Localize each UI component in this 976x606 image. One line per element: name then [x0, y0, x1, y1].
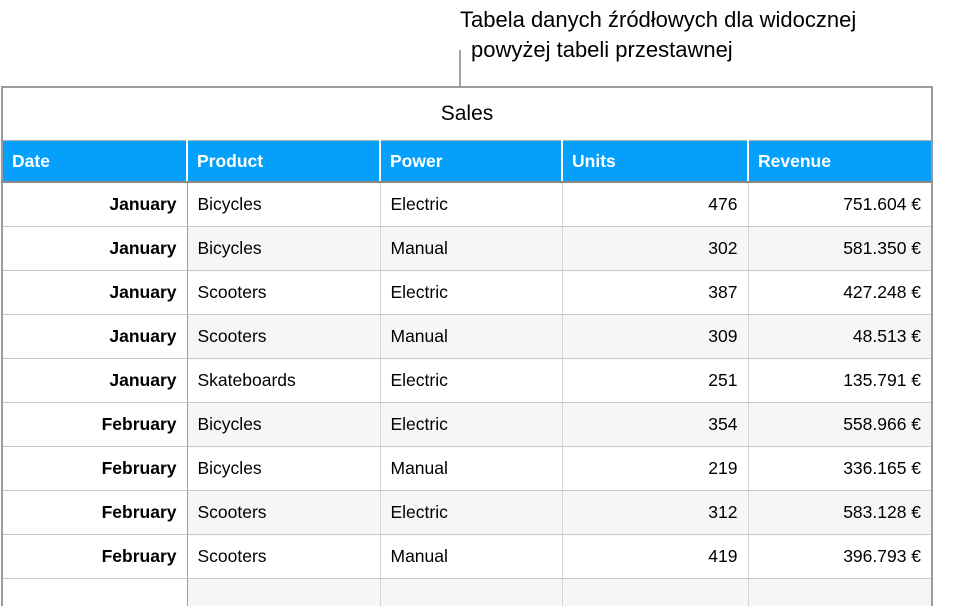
- date-cell[interactable]: January: [2, 314, 188, 359]
- table-title-row: Sales: [2, 87, 933, 141]
- table-row: January Scooters Electric 387 427.248 €: [2, 270, 933, 315]
- source-data-table: Sales Date Product Power Units Revenue J…: [1, 86, 934, 606]
- date-cell[interactable]: January: [2, 358, 188, 403]
- product-cell[interactable]: [187, 578, 381, 606]
- column-header-product[interactable]: Product: [186, 140, 380, 183]
- units-cell[interactable]: 309: [562, 314, 749, 359]
- revenue-cell[interactable]: 396.793 €: [748, 534, 933, 579]
- power-cell[interactable]: Electric: [380, 182, 563, 227]
- date-cell[interactable]: February: [2, 402, 188, 447]
- power-cell[interactable]: Manual: [380, 446, 563, 491]
- product-cell[interactable]: Bicycles: [187, 182, 381, 227]
- table-row: January Bicycles Manual 302 581.350 €: [2, 226, 933, 271]
- product-cell[interactable]: Bicycles: [187, 446, 381, 491]
- table-header-row: Date Product Power Units Revenue: [2, 140, 933, 183]
- date-cell[interactable]: February: [2, 446, 188, 491]
- table-row: February Bicycles Manual 219 336.165 €: [2, 446, 933, 491]
- power-cell[interactable]: Electric: [380, 490, 563, 535]
- table-row: [2, 578, 933, 606]
- date-cell[interactable]: January: [2, 182, 188, 227]
- table-row: January Bicycles Electric 476 751.604 €: [2, 182, 933, 227]
- units-cell[interactable]: 419: [562, 534, 749, 579]
- revenue-cell[interactable]: 135.791 €: [748, 358, 933, 403]
- power-cell[interactable]: Manual: [380, 314, 563, 359]
- power-cell[interactable]: Manual: [380, 534, 563, 579]
- callout-connector-line: [459, 50, 461, 87]
- power-cell[interactable]: Electric: [380, 270, 563, 315]
- column-header-date[interactable]: Date: [2, 140, 187, 183]
- units-cell[interactable]: 312: [562, 490, 749, 535]
- revenue-cell[interactable]: 558.966 €: [748, 402, 933, 447]
- revenue-cell[interactable]: 583.128 €: [748, 490, 933, 535]
- product-cell[interactable]: Skateboards: [187, 358, 381, 403]
- units-cell[interactable]: [562, 578, 749, 606]
- date-cell[interactable]: January: [2, 226, 188, 271]
- revenue-cell[interactable]: 751.604 €: [748, 182, 933, 227]
- revenue-cell[interactable]: [748, 578, 933, 606]
- date-cell[interactable]: January: [2, 270, 188, 315]
- product-cell[interactable]: Scooters: [187, 314, 381, 359]
- power-cell[interactable]: Manual: [380, 226, 563, 271]
- product-cell[interactable]: Scooters: [187, 490, 381, 535]
- revenue-cell[interactable]: 48.513 €: [748, 314, 933, 359]
- table-row: February Scooters Electric 312 583.128 €: [2, 490, 933, 535]
- table-row: February Bicycles Electric 354 558.966 €: [2, 402, 933, 447]
- power-cell[interactable]: Electric: [380, 358, 563, 403]
- column-header-units[interactable]: Units: [561, 140, 748, 183]
- table-title-cell[interactable]: Sales: [2, 87, 933, 141]
- units-cell[interactable]: 251: [562, 358, 749, 403]
- product-cell[interactable]: Bicycles: [187, 226, 381, 271]
- revenue-cell[interactable]: 427.248 €: [748, 270, 933, 315]
- units-cell[interactable]: 354: [562, 402, 749, 447]
- power-cell[interactable]: Electric: [380, 402, 563, 447]
- product-cell[interactable]: Scooters: [187, 534, 381, 579]
- power-cell[interactable]: [380, 578, 563, 606]
- units-cell[interactable]: 219: [562, 446, 749, 491]
- table-row: February Scooters Manual 419 396.793 €: [2, 534, 933, 579]
- date-cell[interactable]: February: [2, 490, 188, 535]
- table-body: January Bicycles Electric 476 751.604 € Janua…: [2, 182, 933, 606]
- revenue-cell[interactable]: 336.165 €: [748, 446, 933, 491]
- units-cell[interactable]: 302: [562, 226, 749, 271]
- date-cell[interactable]: February: [2, 534, 188, 579]
- table-row: January Skateboards Electric 251 135.791 €: [2, 358, 933, 403]
- units-cell[interactable]: 476: [562, 182, 749, 227]
- column-header-power[interactable]: Power: [379, 140, 562, 183]
- sales-table: Sales Date Product Power Units Revenue J…: [1, 86, 934, 606]
- product-cell[interactable]: Bicycles: [187, 402, 381, 447]
- units-cell[interactable]: 387: [562, 270, 749, 315]
- date-cell[interactable]: [2, 578, 188, 606]
- product-cell[interactable]: Scooters: [187, 270, 381, 315]
- callout-text-line-2: powyżej tabeli przestawnej: [471, 37, 733, 62]
- table-row: January Scooters Manual 309 48.513 €: [2, 314, 933, 359]
- callout-text-line-1: Tabela danych źródłowych dla widocznej: [460, 7, 857, 32]
- revenue-cell[interactable]: 581.350 €: [748, 226, 933, 271]
- column-header-revenue[interactable]: Revenue: [746, 140, 933, 183]
